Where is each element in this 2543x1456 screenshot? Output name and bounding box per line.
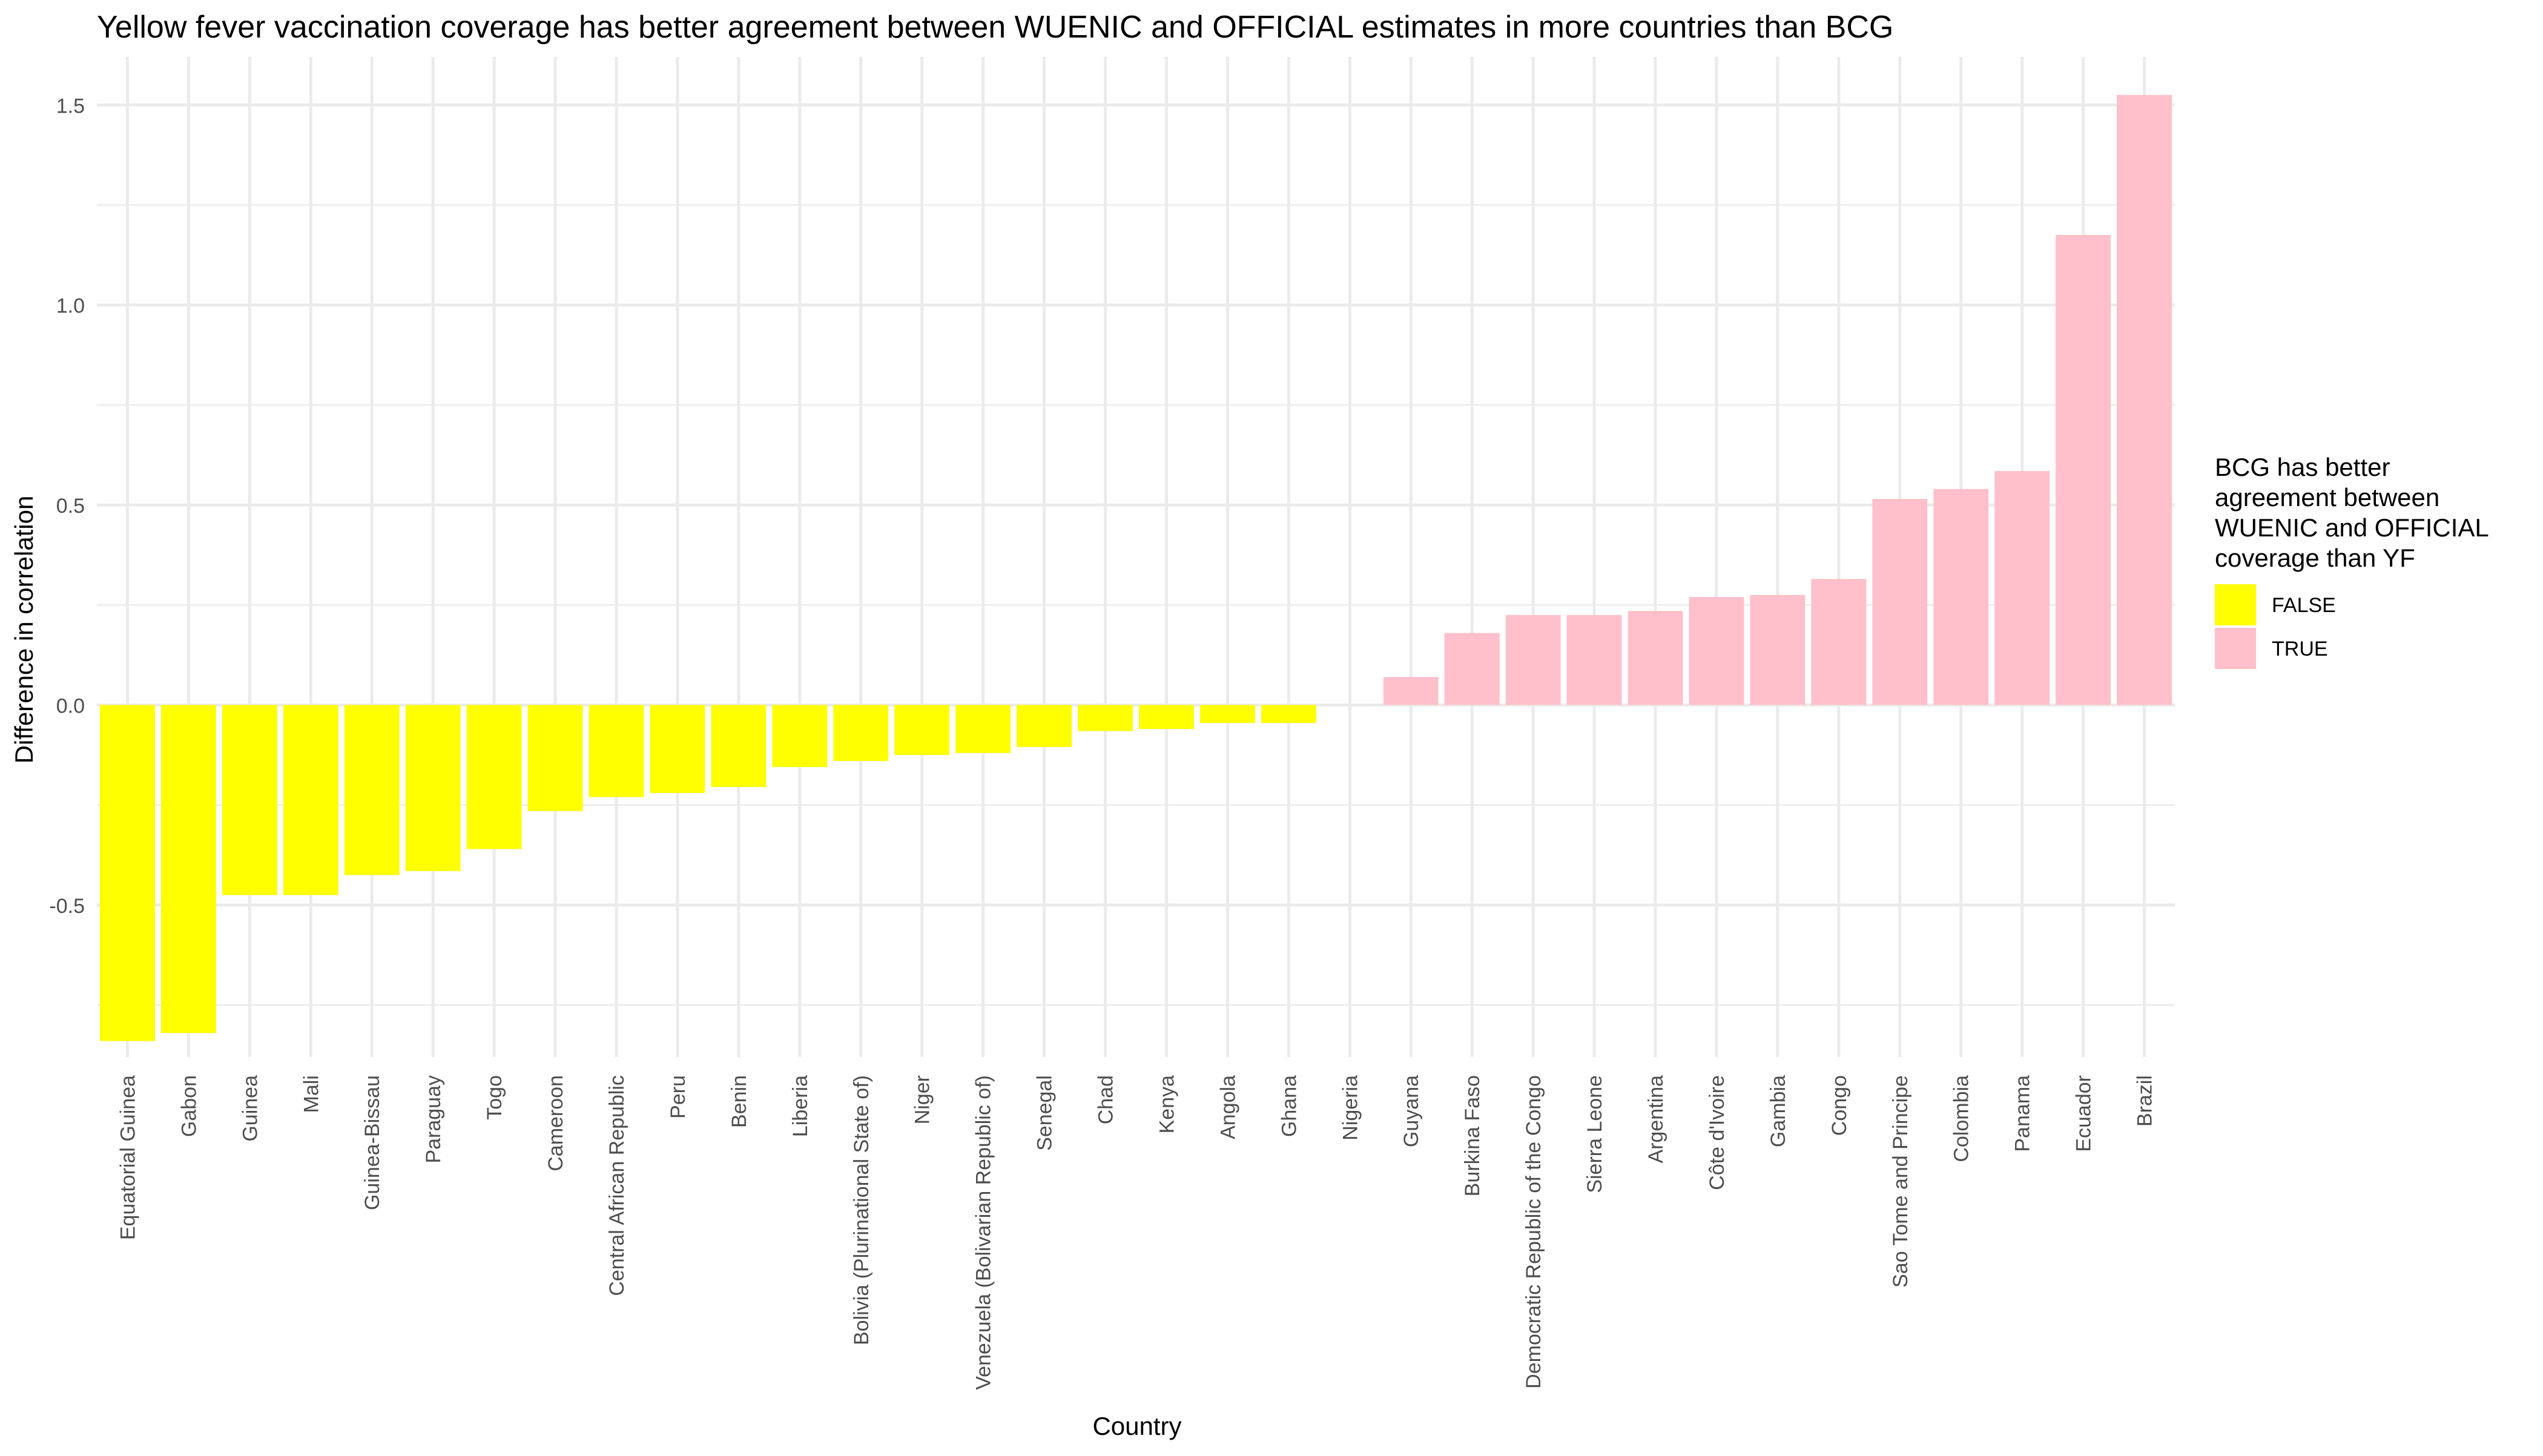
bar-guinea [222,705,277,895]
x-tick-label: Sierra Leone [1583,1075,1606,1193]
legend-entries: FALSE TRUE [2215,584,2336,669]
x-tick-label: Central African Republic [605,1075,628,1296]
y-axis-label: Difference in correlation [10,496,38,764]
x-tick-label: Togo [483,1075,506,1120]
bar-sao-tome-and-principe [1872,499,1928,705]
x-tick-label: Brazil [2134,1075,2157,1127]
x-tick-label: Burkina Faso [1461,1075,1484,1196]
bar-angola [1199,705,1255,723]
x-tick-label: Argentina [1644,1075,1667,1164]
bar-gambia [1750,595,1806,705]
bar-guinea-bissau [344,705,400,875]
legend-title-line: agreement between [2215,483,2439,512]
x-tick-label: Ecuador [2073,1075,2096,1152]
x-axis-ticks: Equatorial Guinea Gabon Guinea Mali Guinea-B… [116,1075,2156,1390]
bar-colombia [1933,489,1989,705]
bar-chad [1078,705,1133,731]
bars [100,94,2172,1041]
bar-ghana [1261,705,1316,723]
bar-benin [711,705,767,787]
x-tick-label: Niger [911,1075,934,1124]
y-tick-label: -0.5 [49,895,85,918]
legend-key-true [2215,628,2256,669]
x-tick-label: Ghana [1278,1075,1301,1137]
bar-mali [283,705,338,895]
bar-guyana [1383,677,1439,705]
x-tick-label: Guyana [1400,1075,1423,1147]
legend-title-line: WUENIC and OFFICIAL [2215,513,2489,542]
x-tick-label: Panama [2011,1075,2034,1152]
bar-liberia [772,705,828,767]
chart-title: Yellow fever vaccination coverage has be… [97,10,1893,45]
x-tick-label: Benin [728,1075,751,1128]
x-tick-label: Mali [300,1075,323,1113]
x-tick-label: Gambia [1767,1075,1790,1147]
bar-paraguay [405,705,461,871]
x-tick-label: Senegal [1034,1075,1057,1151]
bar-niger [894,705,950,756]
bar-kenya [1139,705,1194,730]
legend: BCG has better agreement between WUENIC an… [2215,453,2489,669]
x-axis-label: Country [1092,1412,1181,1440]
gridlines [97,57,2175,1057]
bar-equatorial-guinea [100,705,155,1041]
legend-key-false [2215,584,2256,625]
legend-title-line: BCG has better [2215,453,2390,481]
bar-venezuela-bolivarian-republic-of- [955,705,1011,753]
bar-brazil [2117,94,2172,705]
x-tick-label: Kenya [1155,1075,1178,1133]
y-axis-ticks: -0.5 0.0 0.5 1.0 1.5 [49,94,85,918]
x-tick-label: Guinea [239,1075,262,1142]
x-tick-label: Angola [1216,1075,1239,1139]
bar-togo [466,705,522,849]
x-tick-label: Nigeria [1339,1075,1362,1141]
x-tick-label: Equatorial Guinea [116,1075,139,1240]
bar-panama [1994,470,2050,705]
legend-title-line: coverage than YF [2215,544,2415,572]
x-tick-label: Congo [1828,1075,1851,1136]
bar-peru [650,705,705,793]
y-tick-label: 1.0 [56,295,85,318]
bar-burkina-faso [1444,633,1500,705]
y-tick-label: 0.5 [56,495,85,518]
legend-title: BCG has better agreement between WUENIC an… [2215,453,2489,572]
x-tick-label: Guinea-Bissau [361,1075,384,1210]
y-tick-label: 1.5 [56,94,85,117]
bar-c-te-d-ivoire [1689,597,1744,705]
bar-central-african-republic [589,705,644,797]
legend-label-true: TRUE [2272,637,2328,660]
bar-ecuador [2056,235,2111,705]
x-tick-label: Sao Tome and Principe [1889,1075,1912,1288]
x-tick-label: Paraguay [422,1075,445,1164]
bar-cameroon [527,705,583,811]
legend-label-false: FALSE [2272,594,2336,617]
x-tick-label: Liberia [789,1075,812,1137]
bar-gabon [160,705,216,1033]
bar-argentina [1628,611,1683,705]
bar-bolivia-plurinational-state-of- [833,705,889,762]
y-tick-label: 0.0 [56,694,85,717]
bar-senegal [1017,705,1072,747]
bar-democratic-republic-of-the-congo [1505,614,1561,705]
x-tick-label: Côte d'Ivoire [1706,1075,1729,1190]
bar-sierra-leone [1566,614,1622,705]
x-tick-label: Peru [667,1075,690,1119]
x-tick-label: Gabon [177,1075,200,1137]
x-tick-label: Democratic Republic of the Congo [1522,1075,1545,1389]
bar-congo [1811,579,1867,705]
x-tick-label: Colombia [1950,1075,1973,1162]
x-tick-label: Bolivia (Plurinational State of) [850,1075,873,1345]
x-tick-label: Venezuela (Bolivarian Republic of) [972,1075,995,1390]
x-tick-label: Cameroon [544,1075,567,1171]
x-tick-label: Chad [1095,1075,1118,1124]
